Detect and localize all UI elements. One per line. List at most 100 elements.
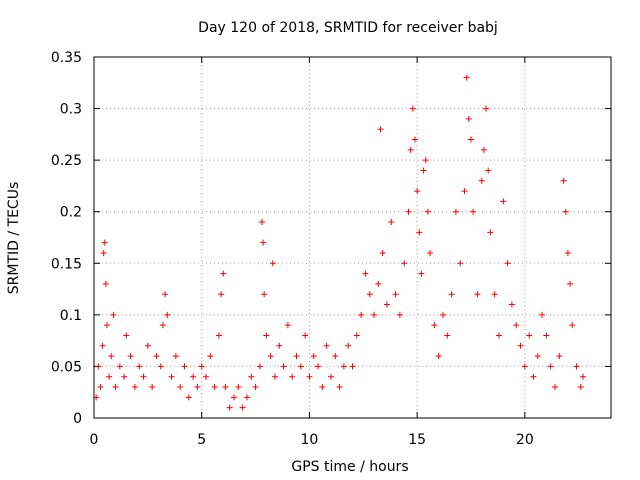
data-point [319, 384, 326, 391]
data-point [480, 146, 487, 153]
data-point [517, 342, 524, 349]
data-point [144, 342, 151, 349]
data-point [153, 353, 160, 360]
data-point [185, 394, 192, 401]
data-point [267, 353, 274, 360]
data-point [108, 353, 115, 360]
data-point [383, 301, 390, 308]
x-axis-label: GPS time / hours [291, 459, 408, 475]
data-point [280, 363, 287, 370]
data-point [463, 74, 470, 81]
data-point [116, 363, 123, 370]
data-point [483, 105, 490, 112]
data-point [222, 384, 229, 391]
y-tick-label: 0.25 [51, 153, 82, 169]
data-point [375, 280, 382, 287]
data-point [310, 353, 317, 360]
data-point [526, 332, 533, 339]
data-point [448, 291, 455, 298]
data-point [289, 373, 296, 380]
data-point [427, 249, 434, 256]
data-point [377, 126, 384, 133]
data-point [162, 291, 169, 298]
data-point [157, 363, 164, 370]
data-point [269, 260, 276, 267]
data-point [431, 322, 438, 329]
data-point [491, 291, 498, 298]
data-point [409, 105, 416, 112]
data-point [203, 373, 210, 380]
data-point [465, 115, 472, 122]
data-point [407, 146, 414, 153]
data-point [420, 167, 427, 174]
data-point [297, 363, 304, 370]
data-point [539, 311, 546, 318]
data-point [215, 332, 222, 339]
data-point [504, 260, 511, 267]
data-point [177, 384, 184, 391]
data-point [239, 404, 246, 411]
y-tick-label: 0.1 [60, 308, 82, 324]
data-point [121, 373, 128, 380]
data-point [226, 404, 233, 411]
data-point [424, 208, 431, 215]
data-point [243, 394, 250, 401]
data-point [396, 311, 403, 318]
data-point [401, 260, 408, 267]
data-point [362, 270, 369, 277]
y-tick-label: 0.35 [51, 50, 82, 66]
data-point [560, 177, 567, 184]
data-point [211, 384, 218, 391]
data-point [577, 384, 584, 391]
plot-frame [93, 56, 612, 419]
data-point [136, 363, 143, 370]
data-point [207, 353, 214, 360]
data-point [405, 208, 412, 215]
data-point [260, 239, 267, 246]
data-point [332, 353, 339, 360]
data-point [543, 332, 550, 339]
data-point [470, 208, 477, 215]
x-tick-label: 20 [516, 432, 534, 448]
y-tick-label: 0.3 [60, 102, 82, 118]
data-point [110, 311, 117, 318]
data-point [547, 363, 554, 370]
data-point [371, 311, 378, 318]
data-point [235, 384, 242, 391]
data-point [284, 322, 291, 329]
data-point [457, 260, 464, 267]
data-point [271, 373, 278, 380]
data-point [106, 373, 113, 380]
data-point [190, 373, 197, 380]
data-point [164, 311, 171, 318]
data-point [422, 157, 429, 164]
data-point [149, 384, 156, 391]
data-point [345, 342, 352, 349]
data-point [418, 270, 425, 277]
x-tick-label: 10 [301, 432, 319, 448]
data-point [102, 280, 109, 287]
data-point [99, 342, 106, 349]
data-point [366, 291, 373, 298]
data-point [218, 291, 225, 298]
data-point [231, 394, 238, 401]
data-point [487, 229, 494, 236]
data-point [172, 353, 179, 360]
data-point [564, 249, 571, 256]
data-point [569, 322, 576, 329]
data-point [567, 280, 574, 287]
data-point [323, 342, 330, 349]
data-point [103, 322, 110, 329]
data-points [93, 74, 586, 411]
chart-title: Day 120 of 2018, SRMTID for receiver bab… [198, 20, 498, 36]
data-point [306, 373, 313, 380]
data-point [573, 363, 580, 370]
data-point [336, 384, 343, 391]
x-tick-label: 5 [197, 432, 206, 448]
data-point [414, 188, 421, 195]
data-point [435, 353, 442, 360]
data-point [248, 373, 255, 380]
data-point [358, 311, 365, 318]
data-point [556, 353, 563, 360]
y-tick-label: 0.05 [51, 359, 82, 375]
